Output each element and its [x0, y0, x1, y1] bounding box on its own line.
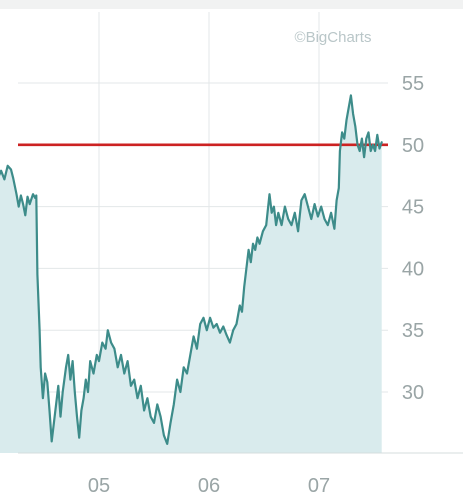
x-tick-label: 06: [198, 475, 220, 497]
top-frame-band: [0, 0, 463, 9]
y-tick-label: 50: [402, 135, 424, 157]
bigcharts-watermark: ©BigCharts: [295, 29, 372, 46]
y-tick-label: 45: [402, 197, 424, 219]
y-tick-label: 55: [402, 73, 424, 95]
y-tick-label: 35: [402, 320, 424, 342]
y-tick-label: 40: [402, 258, 424, 280]
x-axis-ticks: 05 06 07: [88, 475, 330, 497]
x-tick-label: 05: [88, 475, 110, 497]
y-tick-label: 30: [402, 382, 424, 404]
x-tick-label: 07: [308, 475, 330, 497]
y-axis-ticks: 55 50 45 40 35 30: [402, 73, 424, 404]
price-line-group: [0, 94, 383, 445]
price-line: [0, 94, 383, 445]
